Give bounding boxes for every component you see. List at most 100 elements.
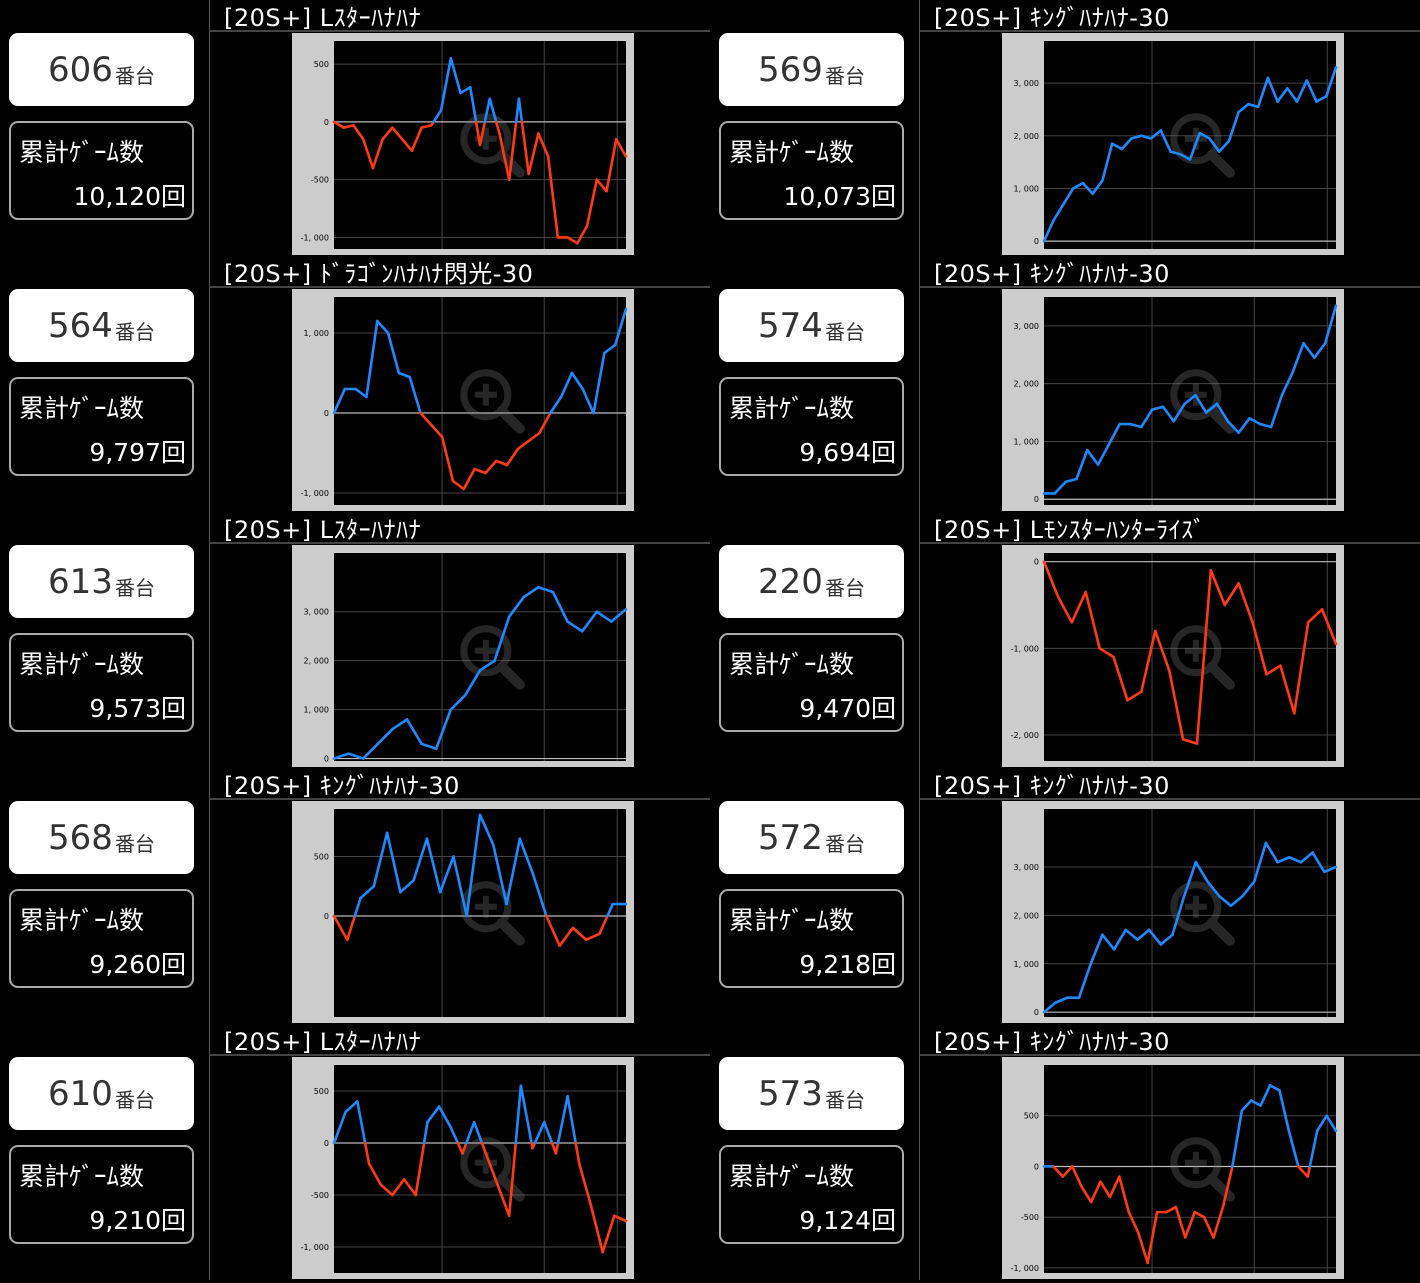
game-count-value: 9,218回 xyxy=(799,950,896,979)
game-count-box: 累計ｹﾞｰﾑ数 9,470回 xyxy=(719,633,904,732)
machine-model-name[interactable]: [20S+] Lｽﾀｰﾊﾅﾊﾅ xyxy=(224,516,422,544)
series-line-negative xyxy=(576,224,589,245)
game-count-box: 累計ｹﾞｰﾑ数 9,218回 xyxy=(719,889,904,988)
series-line-negative xyxy=(1181,738,1199,745)
series-line-negative xyxy=(1061,1165,1074,1178)
slump-chart[interactable]: 3, 000 2, 000 1, 000 0 xyxy=(1002,33,1344,255)
series-line-negative xyxy=(1070,1165,1083,1189)
machine-model-name[interactable]: [20S+] Lｽﾀｰﾊﾅﾊﾅ xyxy=(224,4,422,32)
series-line-positive xyxy=(1112,928,1128,951)
series-line-negative xyxy=(1099,1180,1112,1199)
series-line-positive xyxy=(1172,402,1186,423)
series-line-negative xyxy=(1165,1205,1178,1214)
series-line-positive xyxy=(566,620,584,633)
series-line-negative xyxy=(1118,1175,1131,1214)
series-line-positive xyxy=(1085,448,1100,466)
slump-chart[interactable]: 500 0 -500 -1, 000 xyxy=(1002,1057,1344,1279)
series-line-positive xyxy=(1206,880,1221,898)
machine-number-box[interactable]: 574 番台 xyxy=(719,289,904,362)
series-line-positive xyxy=(1313,341,1327,359)
series-line-negative xyxy=(1212,1205,1225,1239)
series-line-positive xyxy=(1140,134,1153,140)
slump-chart[interactable]: 3, 000 2, 000 1, 000 0 xyxy=(292,545,634,767)
divider xyxy=(209,286,710,288)
series-line-positive xyxy=(1071,181,1085,190)
series-line-positive xyxy=(361,742,380,760)
series-line-positive xyxy=(375,319,390,335)
y-tick-label: 0 xyxy=(1034,1008,1039,1017)
series-line-negative xyxy=(566,236,579,245)
series-line-positive xyxy=(1247,102,1260,109)
machine-model-name[interactable]: [20S+] Lﾓﾝｽﾀｰﾊﾝﾀｰﾗｲｽﾞ xyxy=(934,516,1206,544)
series-line-positive xyxy=(1096,443,1111,466)
machine-model-name[interactable]: [20S+] Lｽﾀｰﾊﾅﾊﾅ xyxy=(224,1028,422,1056)
series-line-negative xyxy=(571,926,588,942)
machine-number-box[interactable]: 573 番台 xyxy=(719,1057,904,1130)
machine-number-box[interactable]: 572 番台 xyxy=(719,801,904,874)
series-line-positive xyxy=(1107,422,1122,446)
series-line-positive xyxy=(332,752,350,760)
series-line-negative xyxy=(1209,569,1227,607)
machine-number-box[interactable]: 569 番台 xyxy=(719,33,904,106)
series-line-positive xyxy=(1325,1114,1338,1133)
machine-number-box[interactable]: 606 番台 xyxy=(9,33,194,106)
zoom-in-icon xyxy=(460,625,525,690)
machine-model-name[interactable]: [20S+] ｷﾝｸﾞﾊﾅﾊﾅ-30 xyxy=(934,4,1170,32)
machine-number-box[interactable]: 610 番台 xyxy=(9,1057,194,1130)
machine-number-suffix: 番台 xyxy=(114,320,155,344)
slump-chart[interactable]: 500 0 -500 -1, 000 xyxy=(292,1057,634,1279)
series-line-positive xyxy=(1241,880,1256,898)
series-line-positive xyxy=(542,1120,554,1145)
divider xyxy=(209,798,710,800)
machine-number-box[interactable]: 220 番台 xyxy=(719,545,904,618)
series-line-positive xyxy=(472,1120,484,1145)
slump-chart[interactable]: 3, 000 2, 000 1, 000 0 xyxy=(1002,801,1344,1023)
machine-model-name[interactable]: [20S+] ﾄﾞﾗｺﾞﾝﾊﾅﾊﾅ閃光-30 xyxy=(224,260,534,288)
series-line-negative xyxy=(332,914,349,942)
machine-card: [20S+] Lｽﾀｰﾊﾅﾊﾅ 606 番台 累計ｹﾞｰﾑ数 10,120回 500 0 -5… xyxy=(0,0,710,256)
slump-chart[interactable]: 3, 000 2, 000 1, 000 0 xyxy=(1002,289,1344,511)
game-count-value: 9,470回 xyxy=(799,694,896,723)
series-line-positive xyxy=(1240,1099,1253,1112)
machine-model-name[interactable]: [20S+] ｷﾝｸﾞﾊﾅﾊﾅ-30 xyxy=(934,772,1170,800)
series-line-positive xyxy=(533,1120,546,1145)
series-line-positive xyxy=(449,1126,460,1145)
series-line-positive xyxy=(386,331,401,375)
series-line-positive xyxy=(1268,1083,1281,1092)
machine-number-box[interactable]: 564 番台 xyxy=(9,289,194,362)
series-line-negative xyxy=(1140,629,1157,693)
series-line-negative xyxy=(1146,1210,1159,1265)
series-line-negative xyxy=(1127,1210,1140,1234)
series-line-positive xyxy=(507,595,526,618)
series-line-positive xyxy=(1215,402,1230,423)
slump-chart[interactable]: 500 0 xyxy=(292,801,634,1023)
series-line-positive xyxy=(1291,341,1305,374)
series-line-positive xyxy=(1194,393,1208,414)
machine-model-name[interactable]: [20S+] ｷﾝｸﾞﾊﾅﾊﾅ-30 xyxy=(934,1028,1170,1056)
divider xyxy=(209,30,710,32)
slump-chart[interactable]: 1, 000 0 -1, 000 xyxy=(292,289,634,511)
series-line-negative xyxy=(494,459,509,467)
series-line-negative xyxy=(410,126,423,153)
series-line-negative xyxy=(545,914,561,947)
slump-chart[interactable]: 500 0 -500 -1, 000 xyxy=(292,33,634,255)
series-line-negative xyxy=(507,120,518,181)
machine-number-box[interactable]: 613 番台 xyxy=(9,545,194,618)
machine-model-name[interactable]: [20S+] ｷﾝｸﾞﾊﾅﾊﾅ-30 xyxy=(934,260,1170,288)
machine-number: 572 xyxy=(758,817,823,858)
series-line-negative xyxy=(361,137,375,170)
series-line-negative xyxy=(1306,1165,1312,1178)
machine-number-box[interactable]: 568 番台 xyxy=(9,801,194,874)
machine-number-suffix: 番台 xyxy=(824,576,865,600)
series-line-negative xyxy=(1193,1210,1206,1219)
series-line-positive xyxy=(1287,1129,1300,1168)
series-line-negative xyxy=(484,1152,499,1186)
series-line-positive xyxy=(422,1120,429,1145)
machine-number: 573 xyxy=(758,1073,823,1114)
series-line-negative xyxy=(342,124,355,129)
series-line-positive xyxy=(1129,422,1143,429)
series-line-negative xyxy=(1056,595,1074,624)
y-tick-label: 2, 000 xyxy=(304,657,329,666)
slump-chart[interactable]: 0 -1, 000 -2, 000 xyxy=(1002,545,1344,767)
machine-model-name[interactable]: [20S+] ｷﾝｸﾞﾊﾅﾊﾅ-30 xyxy=(224,772,460,800)
